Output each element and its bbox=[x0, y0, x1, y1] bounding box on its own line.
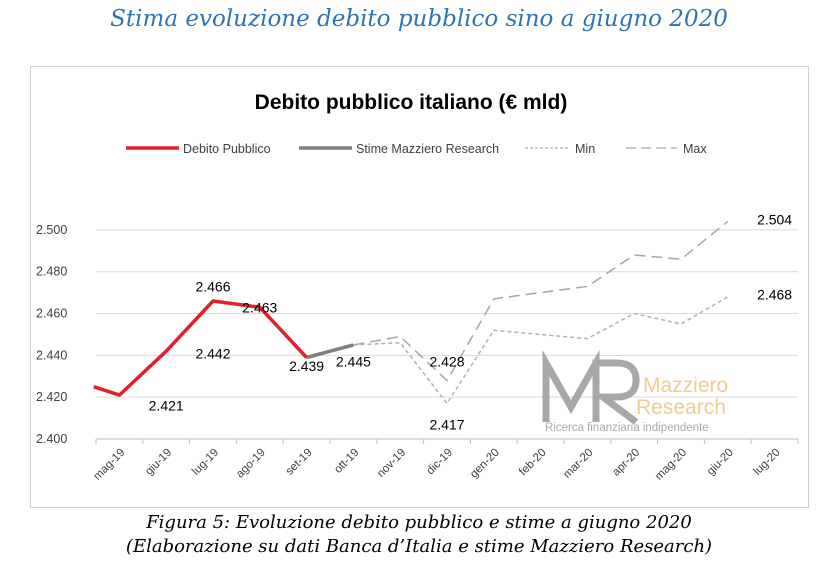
chart-frame: Debito pubblico italiano (€ mld) Debito … bbox=[30, 66, 809, 508]
figure-caption-line1: Figura 5: Evoluzione debito pubblico e s… bbox=[146, 512, 692, 533]
x-axis: mag-19 giu-19 lug-19 ago-19 set-19 ott-1… bbox=[91, 447, 782, 483]
data-label: 2.442 bbox=[195, 345, 230, 361]
y-grid bbox=[95, 229, 799, 444]
chart-title: Debito pubblico italiano (€ mld) bbox=[255, 91, 568, 114]
data-label: 2.445 bbox=[336, 354, 371, 370]
x-tick-label: ott-19 bbox=[332, 447, 361, 476]
series-line-debito bbox=[93, 299, 308, 397]
y-tick-label: 2.420 bbox=[36, 390, 67, 404]
x-tick-label: dic-19 bbox=[424, 447, 455, 478]
y-tick-label: 2.400 bbox=[36, 432, 67, 446]
x-tick-label: lug-19 bbox=[190, 447, 221, 478]
figure-caption-line2: (Elaborazione su dati Banca d’Italia e s… bbox=[125, 536, 713, 557]
chart-svg: Debito pubblico italiano (€ mld) Debito … bbox=[36, 91, 799, 483]
mazziero-research-logo: Mazziero Research Ricerca finanziaria in… bbox=[542, 349, 728, 434]
x-tick-label: ago-19 bbox=[234, 447, 268, 481]
logo-name-line2: Research bbox=[636, 396, 726, 419]
x-tick-label: mag-19 bbox=[91, 447, 127, 483]
legend-label-min: Min bbox=[575, 142, 595, 156]
logo-tagline: Ricerca finanziaria indipendente bbox=[545, 422, 709, 434]
x-tick-label: mar-20 bbox=[561, 447, 595, 481]
x-tick-label: apr-20 bbox=[610, 447, 642, 479]
data-label: 2.468 bbox=[757, 287, 792, 303]
y-tick-label: 2.460 bbox=[36, 307, 67, 321]
series-line-min bbox=[353, 296, 729, 405]
x-tick-label: feb-20 bbox=[517, 447, 549, 479]
x-tick-label: nov-19 bbox=[375, 447, 408, 480]
series-line-stime bbox=[306, 343, 354, 360]
page-heading: Stima evoluzione debito pubblico sino a … bbox=[110, 6, 728, 32]
x-tick-label: mag-20 bbox=[653, 447, 689, 483]
data-label: 2.466 bbox=[195, 278, 230, 294]
mr-monogram bbox=[542, 349, 640, 425]
data-label: 2.463 bbox=[242, 299, 277, 315]
y-tick-label: 2.500 bbox=[36, 223, 67, 237]
y-axis: 2.400 2.420 2.440 2.460 2.480 2.500 bbox=[36, 223, 67, 446]
x-tick-label: gen-20 bbox=[468, 447, 502, 481]
y-tick-label: 2.480 bbox=[36, 265, 67, 279]
data-label: 2.439 bbox=[289, 358, 324, 374]
data-label: 2.504 bbox=[757, 211, 792, 227]
logo-name-line1: Mazziero bbox=[643, 374, 728, 397]
legend-label-stime: Stime Mazziero Research bbox=[356, 142, 499, 156]
y-tick-label: 2.440 bbox=[36, 348, 67, 362]
x-tick-label: giu-19 bbox=[143, 447, 174, 478]
legend-label-max: Max bbox=[683, 142, 707, 156]
x-tick-label: set-19 bbox=[284, 447, 315, 478]
data-label: 2.417 bbox=[429, 416, 464, 432]
legend: Debito Pubblico Stime Mazziero Research … bbox=[126, 142, 707, 156]
x-tick-label: lug-20 bbox=[752, 447, 783, 478]
data-labels: 2.421 2.442 2.466 2.463 2.439 2.445 2.42… bbox=[149, 211, 793, 432]
data-label: 2.421 bbox=[149, 398, 184, 414]
x-tick-label: giu-20 bbox=[705, 447, 736, 478]
data-label: 2.428 bbox=[429, 354, 464, 370]
legend-label-debito: Debito Pubblico bbox=[183, 142, 271, 156]
series-line-max bbox=[353, 220, 729, 382]
